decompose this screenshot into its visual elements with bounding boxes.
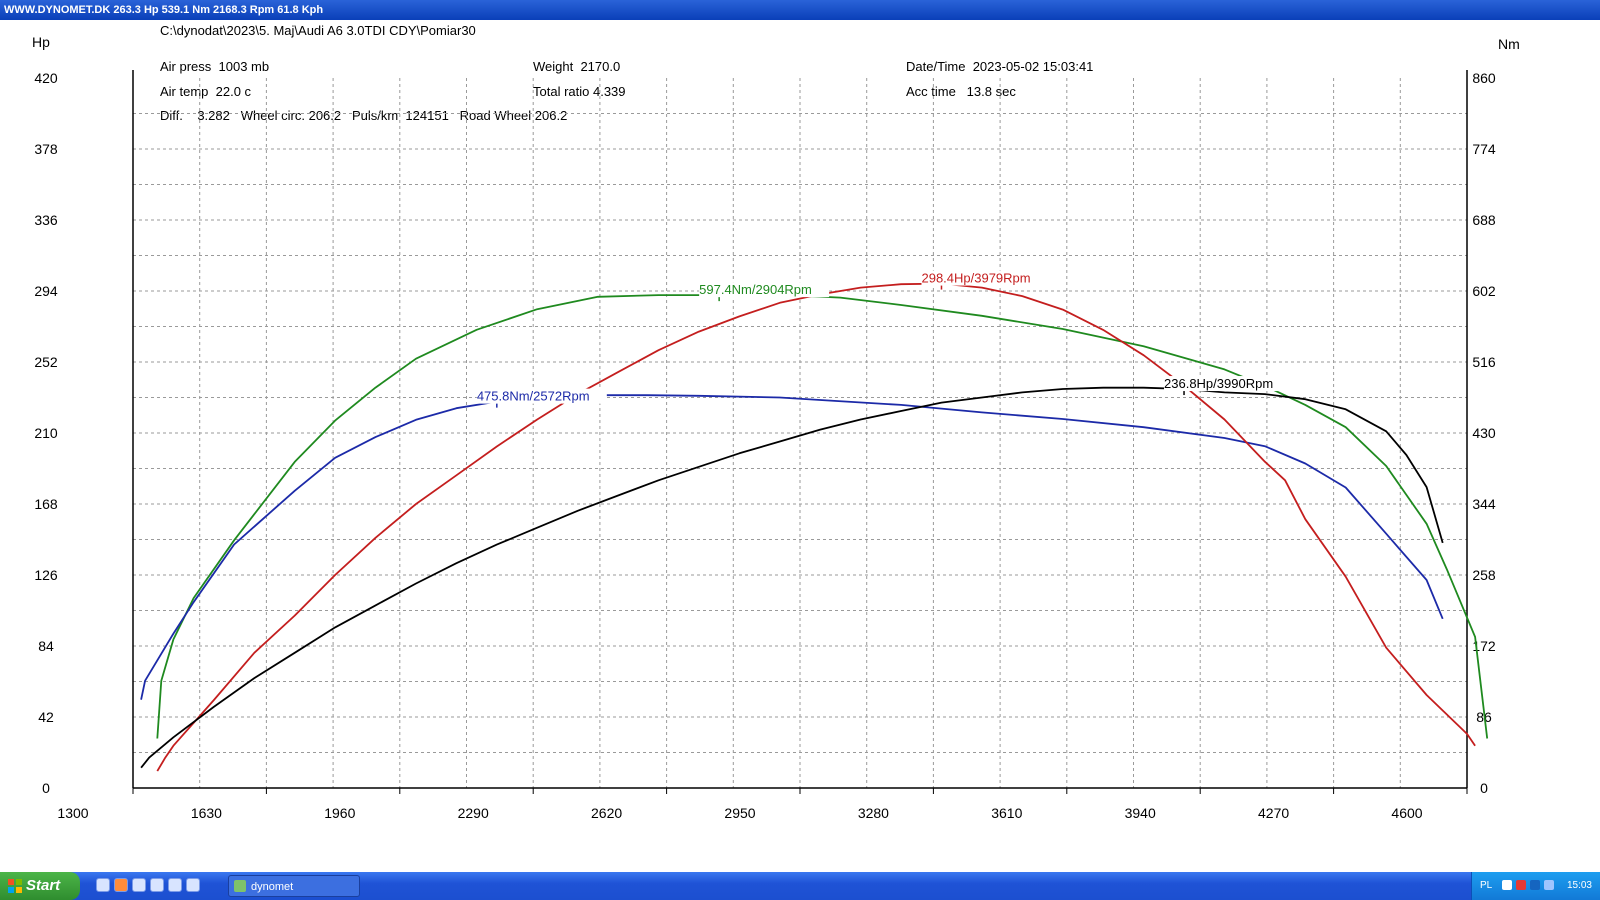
- taskbar-item-dynomet[interactable]: dynomet: [228, 875, 360, 897]
- document-icon[interactable]: [132, 878, 146, 892]
- annotation-backdrop: [921, 270, 1052, 286]
- y-left-tick-label: 294: [34, 283, 58, 299]
- x-tick-label: 3280: [858, 805, 889, 821]
- dynomet-app-icon: [234, 880, 246, 892]
- y-left-tick-label: 336: [34, 212, 58, 228]
- x-tick-label: 1300: [57, 805, 88, 821]
- y-left-tick-label: 210: [34, 425, 58, 441]
- x-tick-label: 2950: [724, 805, 755, 821]
- series-line-4: [140, 386, 1444, 769]
- y-left-tick-label: 126: [34, 567, 58, 583]
- quick-launch: [96, 878, 200, 894]
- x-tick-label: 4600: [1391, 805, 1422, 821]
- y-right-tick-label: 688: [1472, 212, 1496, 228]
- file-path: C:\dynodat\2023\5. Maj\Audi A6 3.0TDI CD…: [160, 23, 476, 38]
- x-tick-label: 3610: [991, 805, 1022, 821]
- system-tray: PL 15:03: [1471, 872, 1600, 900]
- x-tick-label: 2290: [458, 805, 489, 821]
- annotation-label: 236.8Hp/3990Rpm: [1164, 376, 1273, 391]
- window-title: WWW.DYNOMET.DK 263.3 Hp 539.1 Nm 2168.3 …: [0, 0, 1600, 20]
- series-line-2: [140, 394, 1444, 700]
- language-indicator[interactable]: PL: [1480, 880, 1493, 891]
- y-left-tick-label: 42: [38, 709, 54, 725]
- y-right-tick-label: 0: [1480, 780, 1488, 796]
- taskbar-item-label: dynomet: [251, 881, 294, 893]
- series-line-1: [156, 293, 1489, 739]
- chart-grid: [133, 78, 1467, 788]
- annotation-label: 597.4Nm/2904Rpm: [699, 282, 812, 297]
- y-right-tick-label: 860: [1472, 70, 1496, 86]
- x-tick-label: 3940: [1125, 805, 1156, 821]
- settings-icon[interactable]: [168, 878, 182, 892]
- y-left-tick-label: 84: [38, 638, 54, 654]
- y-right-tick-label: 258: [1472, 567, 1496, 583]
- y-right-tick-label: 516: [1472, 354, 1496, 370]
- tools-icon[interactable]: [150, 878, 164, 892]
- y-right-tick-label: 602: [1472, 283, 1496, 299]
- windows-flag-icon: [8, 879, 22, 893]
- weight: Weight 2170.0: [533, 59, 621, 74]
- y-right-tick-label: 774: [1472, 141, 1496, 157]
- dyno-chart: 1300 1630 1960 2290 2620 2950 3280 3610 3940 4270…: [32, 34, 1520, 821]
- total-ratio: Total ratio 4.339: [533, 84, 626, 99]
- date-time: Date/Time 2023-05-02 15:03:41: [906, 59, 1094, 74]
- y-right-tick-label: 344: [1472, 496, 1496, 512]
- annotation-backdrop: [699, 282, 830, 298]
- taskbar: Start dynomet PL 15:03: [0, 872, 1600, 900]
- x-tick-label: 1960: [324, 805, 355, 821]
- start-button[interactable]: Start: [0, 872, 80, 900]
- annotation-backdrop: [1164, 376, 1295, 392]
- volume-icon[interactable]: [1544, 880, 1554, 890]
- x-tick-label: 1630: [191, 805, 222, 821]
- y-left-tick-label: 378: [34, 141, 58, 157]
- acc-time: Acc time 13.8 sec: [906, 84, 1016, 99]
- media-icon[interactable]: [114, 878, 128, 892]
- annotation-backdrop: [476, 388, 607, 404]
- y-left-tick-label: 420: [34, 70, 58, 86]
- annotation-label: 475.8Nm/2572Rpm: [477, 389, 590, 404]
- shield-icon[interactable]: [1530, 880, 1540, 890]
- air-press: Air press 1003 mb: [160, 59, 270, 74]
- browser-icon[interactable]: [96, 878, 110, 892]
- clock: 15:03: [1566, 880, 1592, 891]
- y-left-tick-label: 0: [42, 780, 50, 796]
- left-axis-label: Hp: [32, 34, 50, 50]
- network-icon[interactable]: [1502, 880, 1512, 890]
- x-tick-label: 2620: [591, 805, 622, 821]
- antivirus-icon[interactable]: [1516, 880, 1526, 890]
- y-left-tick-label: 168: [34, 496, 58, 512]
- air-temp: Air temp 22.0 c: [160, 84, 252, 99]
- folder-icon[interactable]: [186, 878, 200, 892]
- x-tick-label: 4270: [1258, 805, 1289, 821]
- y-right-tick-label: 430: [1472, 425, 1496, 441]
- annotation-label: 298.4Hp/3979Rpm: [921, 271, 1030, 286]
- diff-info: Diff. 3.282 Wheel circ. 206.2 Puls/km 12…: [160, 108, 568, 123]
- chart-series: [140, 282, 1489, 772]
- start-label: Start: [26, 877, 61, 894]
- chart-ticks: 1300 1630 1960 2290 2620 2950 3280 3610 3940 4270…: [34, 70, 1496, 821]
- y-left-tick-label: 252: [34, 354, 58, 370]
- chart-annotations: 597.4Nm/2904Rpm 475.8Nm/2572Rpm 298.4Hp/39…: [476, 270, 1295, 408]
- y-right-tick-label: 172: [1472, 638, 1496, 654]
- series-line-3: [156, 282, 1476, 772]
- right-axis-label: Nm: [1498, 36, 1520, 52]
